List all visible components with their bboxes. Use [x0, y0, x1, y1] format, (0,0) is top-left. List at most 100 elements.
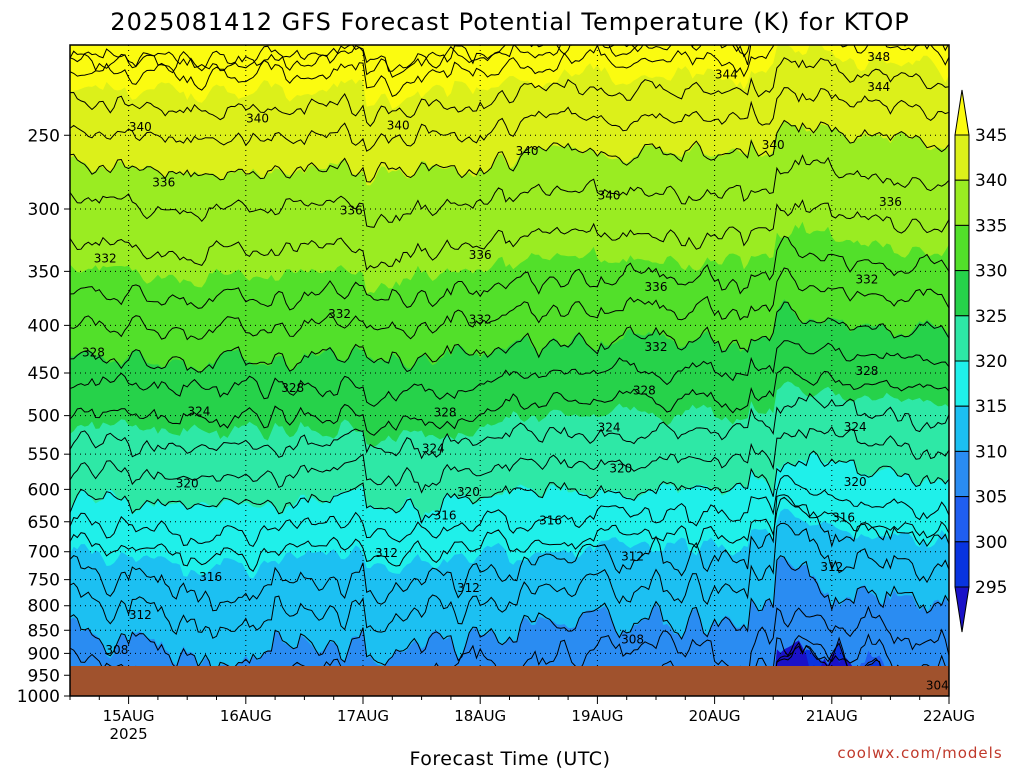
x-tick-label: 18AUG	[454, 707, 506, 725]
contour-304	[70, 636, 949, 696]
contour-312	[70, 522, 949, 639]
colorbar-label: 320	[975, 352, 1007, 372]
colorbar-band	[954, 405, 970, 452]
contour-340	[70, 119, 949, 183]
contour-label: 328	[434, 405, 457, 419]
contour-label: 316	[832, 510, 855, 524]
contour-322	[70, 426, 949, 494]
colorbar-label: 295	[975, 578, 1007, 598]
contour-344	[70, 57, 949, 127]
contour-label: 328	[281, 381, 304, 395]
contour-342	[70, 87, 949, 152]
contour-label: 332	[645, 340, 668, 354]
x-tick-label: 20AUG	[689, 707, 741, 725]
x-axis: 15AUG 16AUG 17AUG 18AUG 19AUG 20AUG 21AUG 22AUG…	[69, 696, 975, 743]
contour-label: 340	[129, 120, 152, 134]
x-axis-label: Forecast Time (UTC)	[410, 748, 611, 768]
contour-label: 340	[387, 118, 410, 132]
chart-title: 2025081412 GFS Forecast Potential Temper…	[110, 8, 909, 36]
contour-label: 312	[621, 549, 644, 563]
y-tick-label: 400	[28, 316, 60, 336]
credit-link[interactable]: coolwx.com/models	[837, 744, 1002, 762]
contour-label: 340	[246, 112, 269, 126]
contour-334	[70, 235, 949, 311]
y-tick-label: 650	[28, 513, 60, 533]
contour-label: 328	[82, 346, 105, 360]
contour-318	[70, 475, 949, 548]
x-tick-label: 16AUG	[220, 707, 272, 725]
contour-326	[70, 366, 949, 436]
colorbar-band	[954, 270, 970, 317]
contour-label: 340	[762, 138, 785, 152]
colorbar-band	[954, 134, 970, 181]
contour-label: 336	[645, 280, 668, 294]
contour-lines	[70, 45, 949, 696]
colorbar: 345 340 335 330 325 320 315 310 305 300 295	[954, 89, 1007, 633]
x-year-label: 2025	[110, 725, 148, 743]
colorbar-extend-top	[954, 89, 970, 136]
contour-320	[70, 450, 949, 524]
contour-label: 304	[926, 678, 949, 692]
contour-label: 332	[94, 251, 117, 265]
y-tick-label: 500	[28, 407, 60, 427]
contour-314	[70, 494, 949, 612]
contour-label: 312	[820, 560, 843, 574]
y-tick-label: 750	[28, 571, 60, 591]
y-tick-label: 600	[28, 480, 60, 500]
colorbar-band	[954, 315, 970, 362]
colorbar-label: 305	[975, 488, 1007, 508]
contour-label: 328	[633, 384, 656, 398]
colorbar-band	[954, 360, 970, 407]
contour-label: 316	[539, 514, 562, 528]
x-tick-label: 22AUG	[923, 707, 975, 725]
ground-below-surface	[70, 666, 949, 696]
contour-label: 328	[856, 364, 879, 378]
colorbar-extend-bottom	[954, 586, 970, 633]
y-tick-label: 700	[28, 543, 60, 563]
contour-348	[70, 45, 949, 78]
contour-label: 320	[844, 475, 867, 489]
contour-label: 336	[152, 176, 175, 190]
y-tick-label: 800	[28, 597, 60, 617]
contour-338	[70, 154, 949, 228]
colorbar-band	[954, 450, 970, 498]
y-axis: 250 300 350 400 450 500 550 600 650 700 750 800 850 9…	[17, 126, 70, 707]
contour-302	[70, 641, 949, 696]
x-tick-label: 19AUG	[571, 707, 623, 725]
colorbar-label: 330	[975, 262, 1007, 282]
x-tick-label: 21AUG	[806, 707, 858, 725]
contour-label: 332	[469, 312, 492, 326]
temperature-bands	[70, 45, 949, 696]
y-tick-label: 1000	[17, 687, 60, 707]
contour-label: 316	[434, 508, 457, 522]
contour-label: 340	[516, 144, 539, 158]
contour-330	[70, 301, 949, 373]
contour-label: 324	[187, 405, 210, 419]
contour-label: 324	[844, 420, 867, 434]
contour-label: 332	[328, 307, 351, 321]
contour-label: 340	[598, 188, 621, 202]
y-tick-label: 300	[28, 200, 60, 220]
contour-350	[70, 45, 930, 74]
colorbar-label: 310	[975, 442, 1007, 462]
y-tick-label: 900	[28, 644, 60, 664]
y-tick-label: 950	[28, 666, 60, 686]
colorbar-band	[954, 541, 970, 588]
contour-label: 344	[867, 80, 890, 94]
contour-label: 308	[621, 633, 644, 647]
grid-lines	[70, 45, 949, 696]
contour-label: 320	[609, 462, 632, 476]
y-tick-label: 250	[28, 126, 60, 146]
y-tick-label: 350	[28, 262, 60, 282]
colorbar-label: 345	[975, 126, 1007, 146]
contour-label: 312	[457, 581, 480, 595]
colorbar-band	[954, 496, 970, 543]
contour-label: 344	[715, 67, 738, 81]
contour-324	[70, 392, 949, 460]
y-tick-label: 550	[28, 445, 60, 465]
colorbar-label: 340	[975, 171, 1007, 191]
x-tick-label: 15AUG	[103, 707, 155, 725]
y-tick-label: 450	[28, 364, 60, 384]
contour-label: 320	[176, 476, 199, 490]
